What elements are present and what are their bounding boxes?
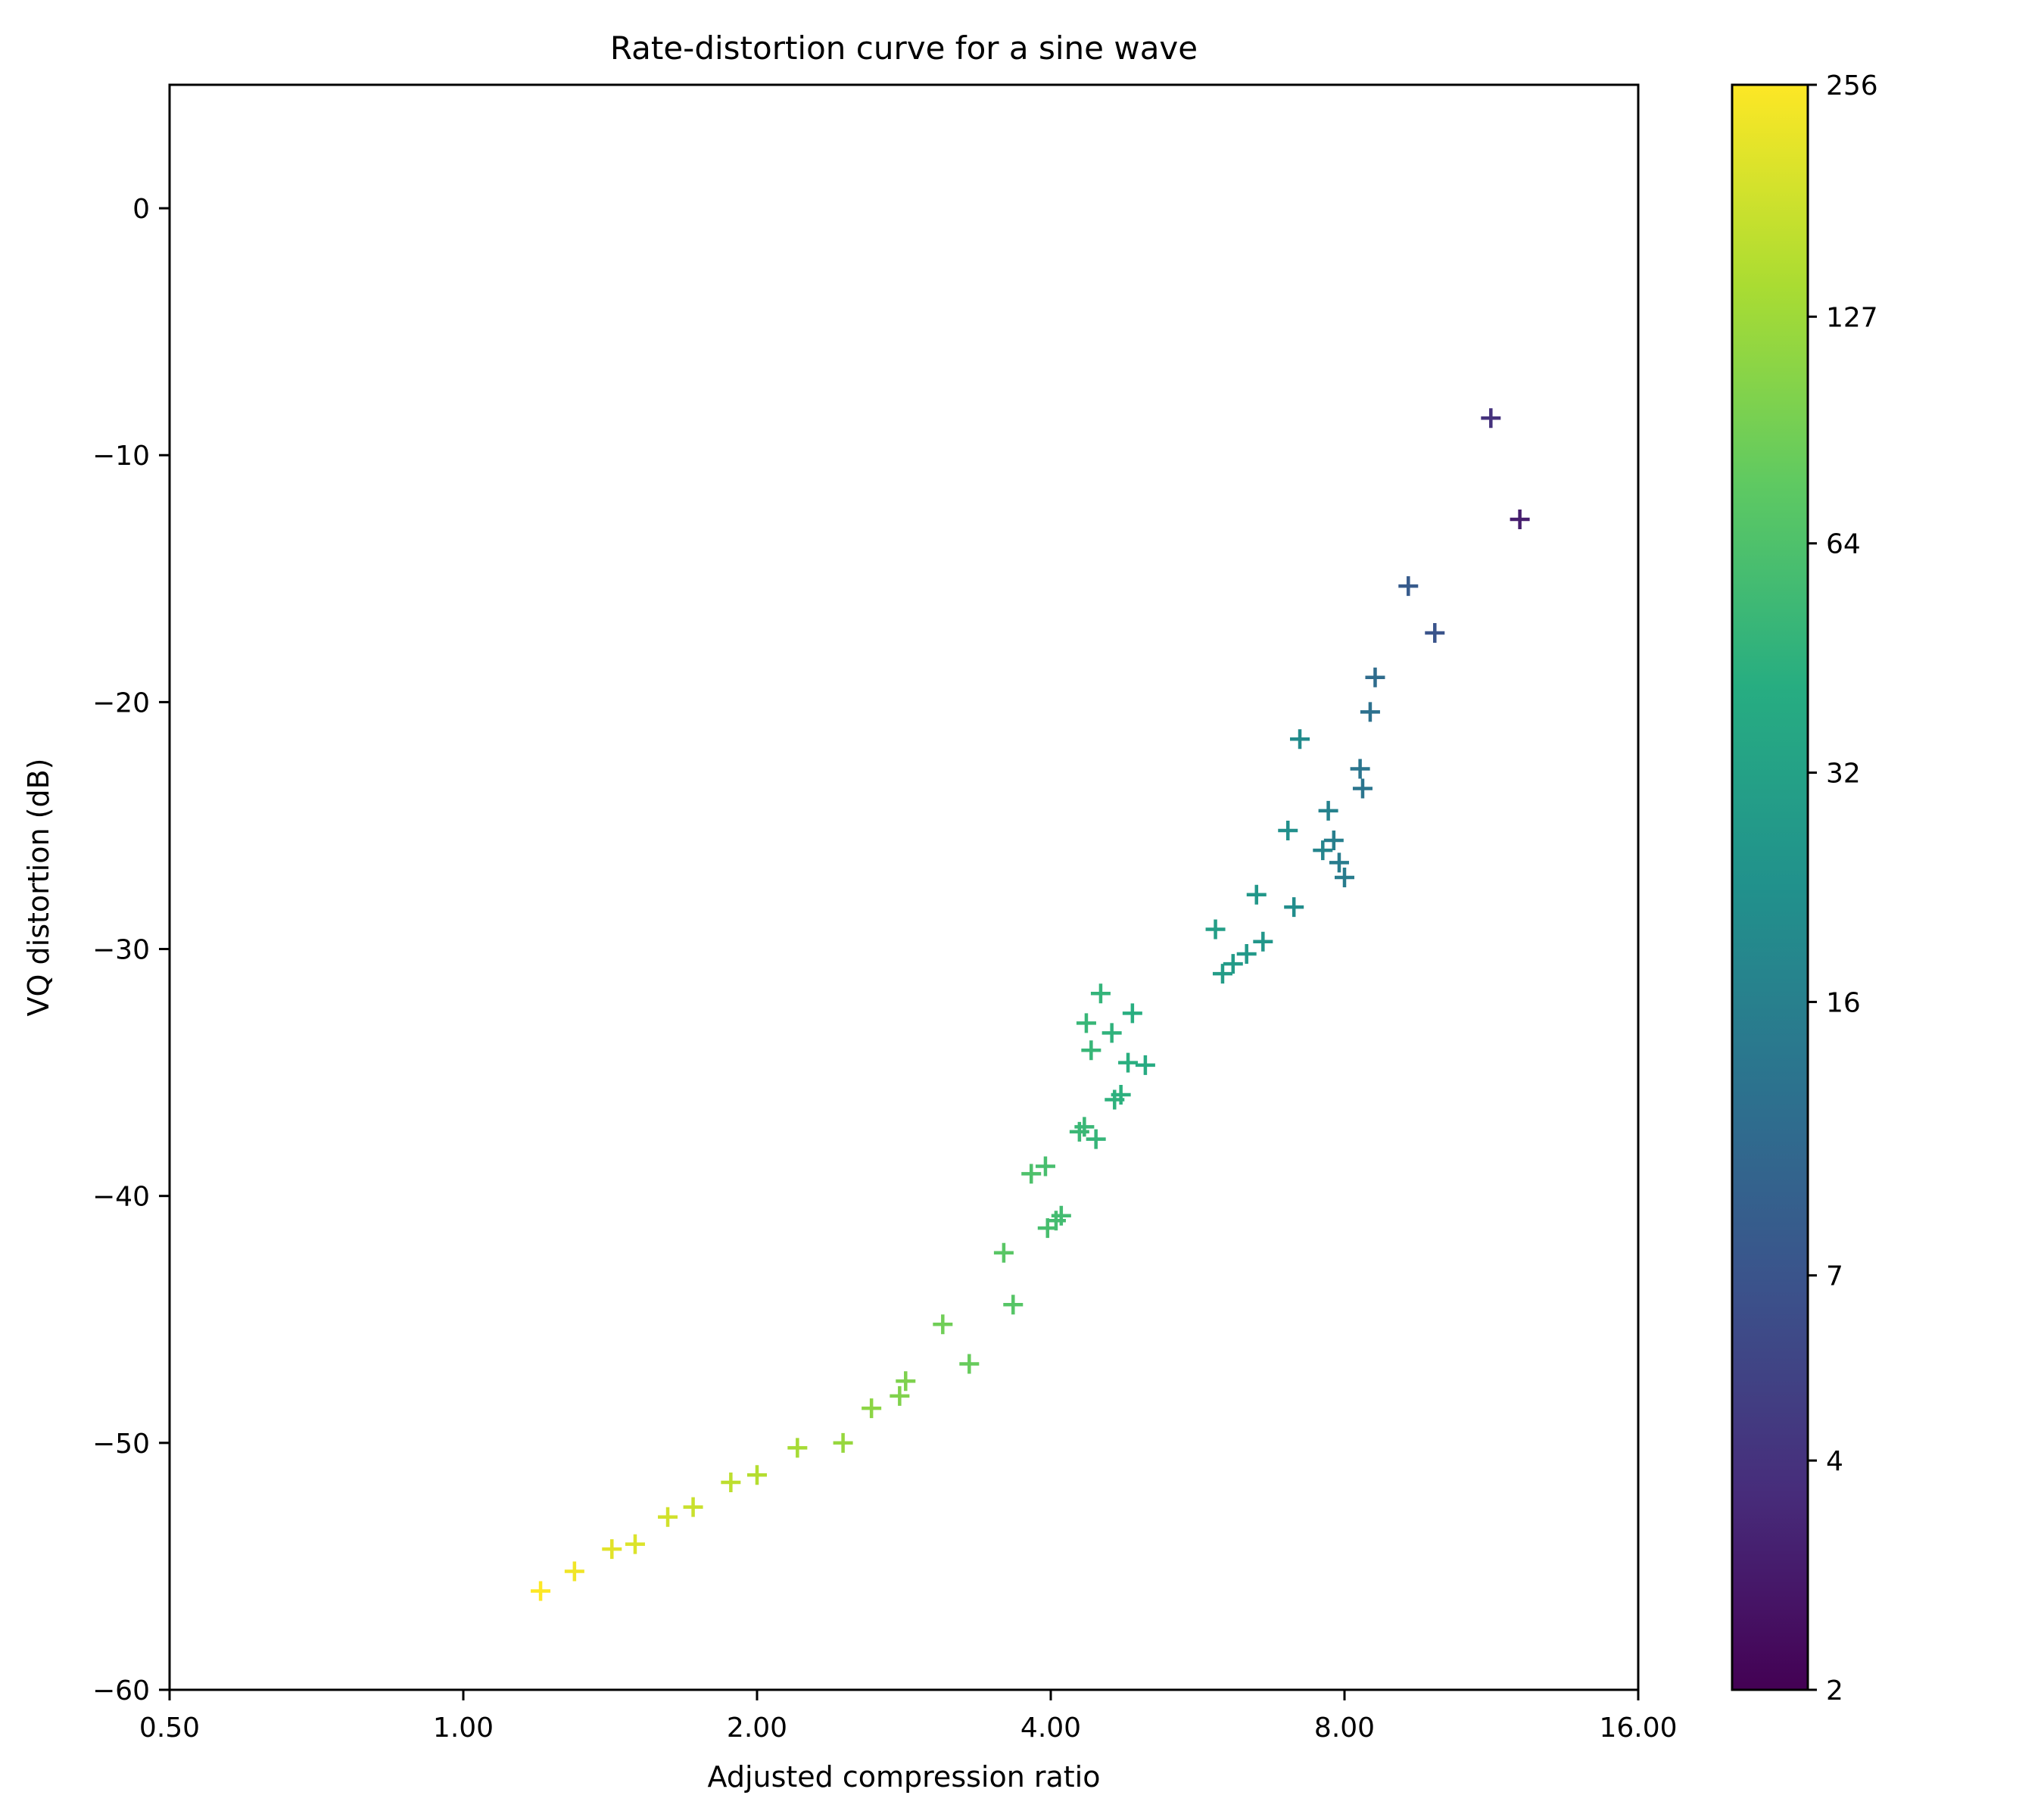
data-point-marker [658, 1507, 678, 1527]
data-point-marker [1398, 576, 1419, 597]
data-point-marker [1086, 1129, 1106, 1149]
data-point-marker [787, 1438, 808, 1458]
chart-title: Rate-distortion curve for a sine wave [610, 30, 1198, 67]
data-point-marker [1510, 510, 1530, 530]
data-point-marker [1352, 778, 1373, 799]
colorbar-tick-label: 32 [1826, 759, 1861, 790]
data-point-marker [959, 1354, 980, 1374]
data-point-marker [602, 1539, 622, 1560]
colorbar-tick-label: 7 [1826, 1261, 1843, 1292]
y-tick-label: −50 [92, 1429, 150, 1460]
y-tick-label: −20 [92, 687, 150, 718]
data-point-marker [1111, 1084, 1131, 1105]
colorbar-tick-label: 64 [1826, 529, 1861, 560]
axes: 0.50 1.00 2.00 4.00 8.00 16.00 0 −10 −20 −30 −40 −5… [92, 83, 1678, 1744]
y-tick-label: −60 [92, 1675, 150, 1706]
y-tick-label: −10 [92, 441, 150, 472]
data-point-marker [1278, 820, 1298, 840]
data-point-marker [531, 1581, 551, 1601]
data-point-marker [721, 1473, 741, 1493]
data-point-marker [1223, 954, 1243, 974]
data-point-marker [1003, 1295, 1024, 1315]
colorbar-gradient [1731, 83, 1809, 1691]
data-point-marker [1313, 840, 1333, 861]
y-axis-label: VQ distortion (dB) [22, 759, 55, 1017]
data-point-marker [625, 1534, 645, 1554]
y-tick-label: 0 [132, 194, 150, 225]
data-point-marker [1081, 1040, 1101, 1061]
data-point-marker [890, 1385, 910, 1406]
data-point-marker [1284, 897, 1304, 918]
data-point-marker [1205, 919, 1226, 940]
data-point-marker [1135, 1055, 1155, 1075]
data-point-marker [993, 1242, 1014, 1263]
x-tick-label: 0.50 [139, 1713, 200, 1744]
data-point-marker [1329, 852, 1349, 873]
data-point-marker [1051, 1205, 1071, 1226]
data-points [531, 408, 1530, 1601]
data-point-marker [1360, 702, 1380, 722]
data-point-marker [862, 1398, 882, 1419]
y-tick-label: −30 [92, 935, 150, 966]
y-tick-label: −40 [92, 1182, 150, 1213]
colorbar-tick-label: 16 [1826, 987, 1861, 1018]
data-point-marker [683, 1497, 703, 1517]
x-tick-label: 1.00 [433, 1713, 494, 1744]
data-point-marker [1365, 667, 1385, 687]
data-point-marker [1090, 983, 1111, 1004]
data-point-marker [1035, 1156, 1055, 1177]
x-tick-label: 2.00 [727, 1713, 787, 1744]
x-tick-label: 4.00 [1020, 1713, 1081, 1744]
data-point-marker [564, 1561, 584, 1582]
data-point-marker [1425, 623, 1445, 644]
data-point-marker [1246, 884, 1267, 905]
data-point-marker [1074, 1117, 1095, 1137]
data-point-marker [1122, 1003, 1142, 1024]
data-point-marker [1253, 931, 1273, 952]
data-point-marker [1350, 759, 1370, 779]
colorbar-tick-label: 2 [1826, 1675, 1843, 1706]
data-point-marker [933, 1314, 953, 1335]
colorbar-tick-label: 127 [1826, 302, 1878, 333]
data-point-marker [1481, 408, 1501, 429]
colorbar-tick-label: 256 [1826, 70, 1878, 101]
data-point-marker [896, 1371, 916, 1392]
data-point-marker [1290, 729, 1310, 750]
colorbar-tick-label: 4 [1826, 1446, 1843, 1477]
data-point-marker [747, 1465, 767, 1485]
x-tick-label: 16.00 [1599, 1713, 1677, 1744]
data-point-marker [1021, 1164, 1042, 1184]
data-point-marker [1335, 867, 1354, 887]
data-point-marker [1323, 831, 1344, 851]
colorbar: 256 127 64 32 16 7 4 2 [1731, 70, 1878, 1706]
x-axis-label: Adjusted compression ratio [708, 1760, 1101, 1794]
data-point-marker [1212, 964, 1232, 984]
data-point-marker [1236, 944, 1257, 965]
data-point-marker [833, 1432, 853, 1453]
data-point-marker [1076, 1013, 1096, 1033]
axes-frame [168, 83, 1640, 1691]
data-point-marker [1318, 800, 1338, 821]
data-point-marker [1101, 1023, 1122, 1043]
data-point-marker [1118, 1052, 1139, 1073]
x-tick-label: 8.00 [1314, 1713, 1375, 1744]
